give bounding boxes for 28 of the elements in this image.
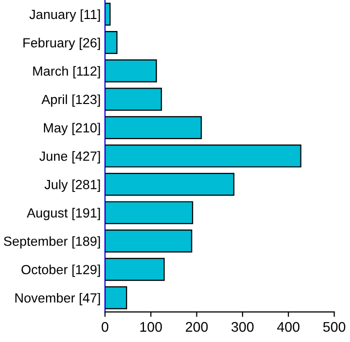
bar <box>105 88 162 111</box>
y-tick-label: March [112] <box>33 66 100 78</box>
y-tick-label: September [189] <box>4 236 100 249</box>
x-tick-label: 100 <box>140 322 162 332</box>
bar <box>105 201 194 224</box>
bar <box>105 31 118 54</box>
y-tick-label: November [47] <box>15 292 100 306</box>
y-tick-label: July [281] <box>44 180 100 192</box>
y-tick-label: May [210] <box>44 122 100 136</box>
y-tick-label: October [129] <box>22 264 100 277</box>
y-tick-label: August [191] <box>26 208 100 220</box>
bar <box>105 59 157 82</box>
bar <box>105 286 128 310</box>
x-tick-label: 500 <box>323 322 346 332</box>
y-tick-label: April [123] <box>41 94 100 107</box>
bar <box>105 144 302 168</box>
bar <box>105 258 165 281</box>
bar <box>105 230 192 252</box>
y-tick-label: June [427] <box>39 151 100 164</box>
x-tick-label: 400 <box>277 322 300 332</box>
bar <box>105 116 202 140</box>
x-tick-label: 200 <box>186 322 208 332</box>
x-tick-label: 0 <box>102 322 108 332</box>
bar <box>105 172 234 196</box>
y-tick-label: January [11] <box>29 9 100 22</box>
y-tick-label: February [26] <box>23 38 100 50</box>
x-tick-label: 300 <box>231 322 254 332</box>
bar <box>105 2 111 26</box>
